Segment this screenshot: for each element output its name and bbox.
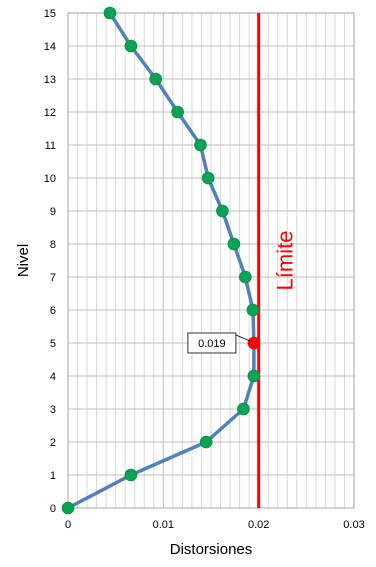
grid <box>67 12 355 509</box>
data-point <box>171 105 184 119</box>
callout-value: 0.019 <box>198 338 226 350</box>
value-callout: 0.019 <box>187 332 251 354</box>
y-axis-title: Nivel <box>15 244 32 277</box>
x-tick-label: 0.03 <box>343 519 364 531</box>
series-line <box>67 12 256 510</box>
y-tick-label: 5 <box>50 338 56 350</box>
data-point <box>199 435 213 449</box>
data-point <box>194 138 207 152</box>
data-point <box>239 270 252 284</box>
data-point <box>124 39 138 53</box>
y-tick-label: 10 <box>44 173 56 185</box>
data-points <box>61 6 261 515</box>
callout-box <box>187 332 237 354</box>
data-point <box>201 171 215 185</box>
y-tick-label: 0 <box>50 503 56 515</box>
x-tick-labels: 0 0.01 0.02 0.03 <box>65 519 365 531</box>
y-tick-label: 3 <box>50 404 56 416</box>
data-point <box>103 6 117 20</box>
y-tick-label: 1 <box>50 470 56 482</box>
y-tick-label: 2 <box>50 437 56 449</box>
y-tick-label: 11 <box>45 140 56 152</box>
data-point <box>227 237 241 251</box>
y-tick-label: 12 <box>44 107 56 119</box>
y-tick-label: 4 <box>50 371 56 383</box>
x-tick-label: 0.01 <box>153 519 174 531</box>
data-point <box>246 303 260 317</box>
x-axis-title: Distorsiones <box>170 541 253 558</box>
x-tick-label: 0.02 <box>248 519 269 531</box>
callout-leader <box>235 334 251 342</box>
plot-area-frame <box>67 12 355 509</box>
y-tick-label: 9 <box>50 206 56 218</box>
data-point <box>149 72 163 86</box>
data-point <box>247 369 261 383</box>
y-tick-label: 7 <box>50 272 56 284</box>
y-tick-label: 13 <box>44 74 56 86</box>
y-tick-label: 6 <box>50 305 56 317</box>
data-point <box>237 402 250 416</box>
y-tick-label: 14 <box>44 41 56 53</box>
data-point <box>216 204 229 218</box>
data-point <box>247 336 261 350</box>
y-tick-label: 15 <box>44 8 56 20</box>
data-point <box>124 468 138 482</box>
limit-label: Límite <box>273 231 298 291</box>
x-tick-label: 0 <box>65 519 71 531</box>
data-point <box>61 501 75 515</box>
y-tick-label: 8 <box>50 239 56 251</box>
